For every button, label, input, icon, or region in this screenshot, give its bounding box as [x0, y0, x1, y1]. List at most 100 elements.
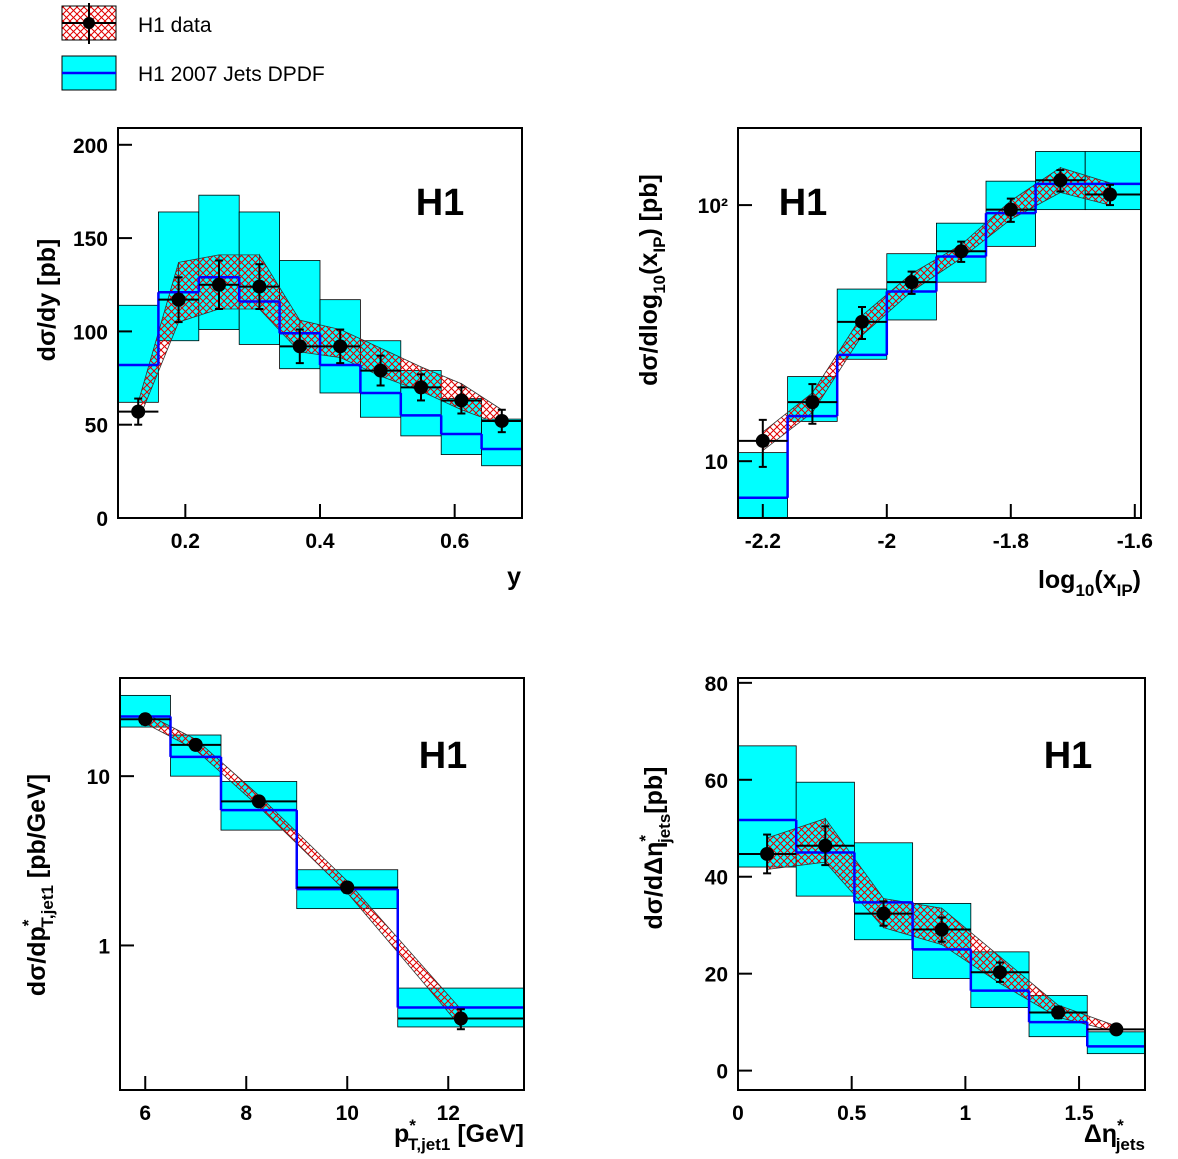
- data-point: [414, 380, 428, 395]
- plot-area: [118, 194, 522, 467]
- axis-label-part: *: [19, 919, 38, 926]
- data-point: [1051, 1005, 1066, 1020]
- axis-label-part: p: [394, 1120, 409, 1148]
- axis-label-part: dσ/dlog: [635, 294, 663, 386]
- x-tick-label: 0.2: [171, 530, 200, 553]
- y-tick-label: 20: [705, 964, 728, 987]
- frame: [737, 677, 1146, 1091]
- x-tick-label: -1.6: [1117, 530, 1153, 553]
- data-point: [252, 279, 267, 294]
- data-point: [904, 275, 919, 290]
- axis-label-part: (x: [1094, 566, 1116, 594]
- x-tick-label: 1.5: [1064, 1102, 1094, 1125]
- data-point: [373, 363, 388, 378]
- data-point: [340, 880, 355, 895]
- x-tick-label: -2.2: [745, 530, 781, 553]
- data-point: [131, 404, 146, 419]
- axis-label-part: 10: [650, 275, 669, 294]
- x-tick-label: 12: [437, 1102, 460, 1125]
- annotation: H1: [1044, 735, 1093, 777]
- y-tick-label: 80: [705, 673, 728, 696]
- axis-label-part: Δη: [1084, 1120, 1117, 1148]
- data-point: [292, 339, 307, 354]
- axis-label: dσ/dy [pb]: [33, 239, 61, 362]
- axis-label: dσ/dlog10(xIP) [pb]: [635, 174, 669, 386]
- axis-label-part: y: [507, 563, 521, 591]
- axis-label-part: jets: [655, 814, 674, 844]
- data-point: [333, 339, 348, 354]
- x-tick-label: -1.8: [993, 530, 1030, 553]
- plot-area: [738, 151, 1141, 518]
- plot-area: [738, 745, 1145, 1055]
- data-point: [1053, 173, 1068, 188]
- x-tick-label: 0.5: [837, 1102, 867, 1125]
- y-tick-label: 40: [705, 867, 728, 890]
- data-point: [1003, 202, 1018, 217]
- data-point: [876, 906, 891, 921]
- data-point: [1103, 187, 1117, 202]
- axis-label-part: [pb/GeV]: [23, 774, 51, 885]
- y-tick-label: 150: [73, 228, 108, 251]
- panel: 0.2 0.4 0.6 0 50 100 150 200 H1 y dσ/dy [pb]: [33, 127, 523, 591]
- annotation: H1: [779, 182, 828, 224]
- y-tick-label: 0: [716, 1061, 728, 1084]
- axis-label-part: (x: [635, 253, 663, 275]
- axis-label: Δη* jets: [1084, 1116, 1145, 1154]
- axis-label-part: log: [1038, 566, 1076, 594]
- data-point: [188, 737, 203, 752]
- axis-label-part: 10: [1075, 581, 1094, 600]
- axis-label-part: dσ/dy [pb]: [33, 239, 61, 362]
- x-tick-label: 0: [732, 1102, 744, 1125]
- axis-label-part: dσ/dΔη: [640, 842, 668, 930]
- data-point: [954, 244, 969, 259]
- y-tick-label: 200: [73, 135, 108, 158]
- y-tick-label: 10²: [698, 195, 728, 218]
- data-point: [855, 314, 869, 329]
- axis-label: dσ/dΔη*jets[pb]: [636, 767, 674, 930]
- data-point: [454, 393, 469, 408]
- data-point: [818, 838, 833, 853]
- legend-label: H1 data: [138, 14, 212, 37]
- data-point: [251, 794, 266, 809]
- data-point: [453, 1011, 468, 1026]
- legend-icon: [83, 17, 95, 29]
- y-tick-label: 10: [705, 451, 728, 474]
- axis-label-part: ): [1133, 566, 1141, 594]
- y-tick-label: 60: [705, 770, 728, 793]
- axis-label-part: dσ/dp: [23, 926, 51, 996]
- axis-label-part: T,jet1: [408, 1135, 451, 1154]
- axis-label-part: ) [pb]: [635, 174, 663, 236]
- axis-label-part: IP: [650, 237, 669, 253]
- data-point: [760, 846, 775, 861]
- data-point: [934, 922, 949, 937]
- axis-label: y: [507, 563, 521, 591]
- y-tick-label: 0: [96, 508, 108, 531]
- axis-label-part: T,jet1: [38, 885, 57, 928]
- axis-label-part: [pb]: [640, 767, 668, 814]
- data-point: [992, 965, 1007, 980]
- axis-label-part: *: [1117, 1116, 1124, 1135]
- axis-label-part: jets: [1115, 1135, 1145, 1154]
- axis-label: dσ/dp*T,jet1 [pb/GeV]: [19, 774, 57, 996]
- y-tick-label: 50: [85, 415, 108, 438]
- plot-area: [120, 694, 524, 1031]
- legend: H1 data H1 2007 Jets DPDF: [61, 3, 325, 91]
- frame: [119, 677, 525, 1091]
- annotation: H1: [416, 182, 465, 224]
- axis-label: log10(xIP): [1038, 566, 1141, 600]
- axis-label-part: IP: [1117, 581, 1133, 600]
- axis-label: p* T,jet1 [GeV]: [394, 1116, 524, 1154]
- legend-label: H1 2007 Jets DPDF: [138, 63, 325, 86]
- data-point: [138, 712, 153, 727]
- annotation: H1: [419, 735, 468, 777]
- axis-label-part: *: [636, 835, 655, 842]
- frame: [737, 127, 1142, 519]
- data-point: [494, 413, 509, 428]
- x-tick-label: -2: [877, 530, 896, 553]
- axis-label-part: [GeV]: [450, 1120, 524, 1148]
- data-point: [212, 277, 226, 292]
- data-point: [755, 433, 770, 448]
